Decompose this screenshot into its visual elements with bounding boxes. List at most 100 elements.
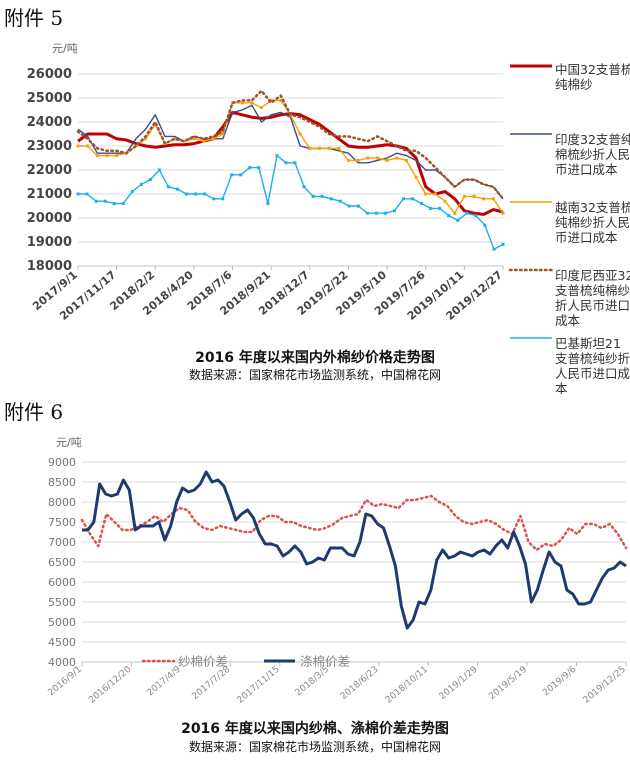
series-marker: [447, 214, 451, 218]
series-marker: [456, 218, 460, 222]
series-marker: [248, 166, 252, 170]
series-marker: [275, 154, 279, 158]
series-marker: [327, 146, 331, 150]
y-tick-label: 6500: [48, 556, 76, 569]
series-marker: [103, 199, 107, 203]
series-marker: [472, 194, 476, 198]
series-marker: [501, 211, 505, 215]
series-marker: [404, 158, 408, 162]
series-line-1-5: [78, 154, 504, 250]
legend-pakistan: 巴基斯坦21支普梳纯纱折人民币进口成本: [555, 336, 630, 396]
y-tick-label: 4000: [48, 656, 76, 669]
y-tick-label: 4500: [48, 636, 76, 649]
y-tick-label: 26000: [27, 67, 72, 82]
series-marker: [269, 98, 273, 102]
attachment-5-heading: 附件 5: [4, 6, 64, 30]
series-marker: [230, 173, 234, 177]
series-marker: [366, 156, 370, 160]
y-tick-label: 5500: [48, 596, 76, 609]
series-marker: [257, 166, 261, 170]
y-tick-label: 22000: [27, 163, 72, 178]
series-marker: [95, 154, 99, 158]
series-marker: [491, 197, 495, 201]
series-marker: [212, 197, 216, 201]
series-marker: [482, 197, 486, 201]
series-marker: [402, 197, 406, 201]
legend-vietnam: 越南32支普梳纯棉纱折人民币进口成本: [555, 200, 630, 245]
series-marker: [240, 101, 244, 105]
series-marker: [76, 144, 80, 148]
series-marker: [260, 106, 264, 110]
series-marker: [115, 154, 119, 158]
y-tick-label: 24000: [27, 115, 72, 130]
x-tick-label: 2019/12/25: [582, 665, 628, 706]
series-marker: [308, 146, 312, 150]
series-marker: [203, 192, 207, 196]
chart1-unit-label: 元/吨: [52, 42, 78, 55]
series-marker: [266, 202, 270, 206]
series-marker: [414, 175, 418, 179]
series-marker: [112, 202, 116, 206]
series-line-1-2: [77, 104, 504, 200]
series-marker: [392, 209, 396, 213]
x-tick-label: 2016/9/1: [47, 665, 84, 699]
y-tick-label: 7500: [48, 516, 76, 529]
series-marker: [501, 242, 505, 246]
series-line-1-4: [76, 89, 505, 201]
series-marker: [157, 168, 161, 172]
x-tick-label: 2017/7/28: [191, 664, 233, 701]
series-marker: [443, 199, 447, 203]
x-tick-label: 2016/12/20: [87, 664, 133, 705]
series-marker: [85, 192, 89, 196]
series-marker: [221, 197, 225, 201]
y-tick-label: 8000: [48, 496, 76, 509]
x-tick-label: 2019/9/6: [541, 664, 579, 698]
series-marker: [250, 101, 254, 105]
series-marker: [365, 211, 369, 215]
legend-poly-cotton: 涤棉价差: [300, 654, 351, 669]
series-marker: [420, 202, 424, 206]
series-marker: [462, 194, 466, 198]
series-marker: [185, 192, 189, 196]
y-tick-label: 25000: [27, 91, 72, 106]
series-marker: [329, 197, 333, 201]
series-marker: [337, 146, 341, 150]
series-marker: [492, 247, 496, 251]
chart2-unit-label: 元/吨: [56, 436, 82, 449]
y-tick-label: 5000: [48, 616, 76, 629]
series-marker: [194, 192, 198, 196]
chart2-title: 2016 年度以来国内纱棉、涤棉价差走势图: [181, 721, 449, 737]
y-tick-label: 19000: [27, 235, 72, 250]
series-marker: [438, 206, 442, 210]
series-marker: [175, 187, 179, 191]
series-marker: [192, 137, 196, 141]
series-marker: [320, 194, 324, 198]
x-tick-label: 2019/5/19: [487, 664, 529, 701]
series-marker: [105, 154, 109, 158]
series-marker: [148, 178, 152, 182]
series-marker: [346, 158, 350, 162]
series-marker: [453, 211, 457, 215]
series-marker: [311, 194, 315, 198]
y-tick-label: 20000: [27, 211, 72, 226]
series-marker: [221, 132, 225, 136]
series-marker: [429, 206, 433, 210]
y-tick-label: 21000: [27, 187, 72, 202]
series-marker: [293, 161, 297, 165]
series-marker: [375, 156, 379, 160]
y-tick-label: 8500: [48, 476, 76, 489]
series-marker: [483, 223, 487, 227]
series-marker: [385, 158, 389, 162]
series-marker: [166, 185, 170, 189]
series-marker: [317, 146, 321, 150]
series-marker: [239, 173, 243, 177]
legend-indonesia: 印度尼西亚32支普梳纯棉纱折人民币进口成本: [555, 268, 630, 328]
legend-india: 印度32支普纯棉梳纱折人民币进口成本: [555, 132, 630, 177]
legend-china: 中国32支普梳纯棉纱: [555, 62, 630, 92]
chart1-title: 2016 年度以来国内外棉纱价格走势图: [195, 350, 435, 366]
chart2-source: 数据来源：国家棉花市场监测系统，中国棉花网: [188, 740, 441, 754]
series-marker: [279, 98, 283, 102]
series-marker: [374, 211, 378, 215]
chart1-source: 数据来源：国家棉花市场监测系统，中国棉花网: [188, 368, 441, 382]
